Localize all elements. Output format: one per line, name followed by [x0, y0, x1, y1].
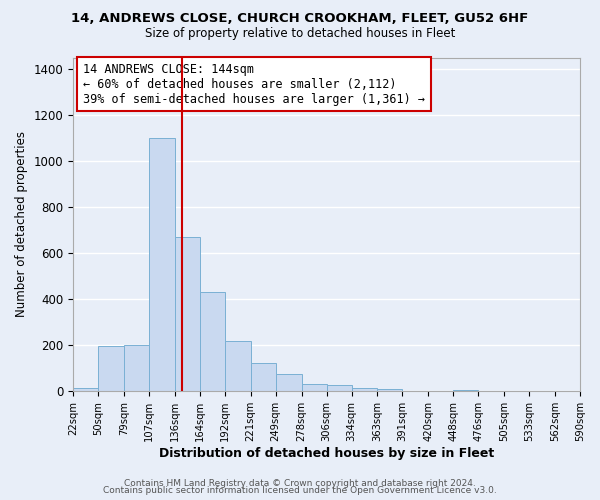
Bar — [377, 389, 403, 392]
Bar — [124, 346, 149, 392]
Bar — [352, 388, 377, 392]
Text: Contains public sector information licensed under the Open Government Licence v3: Contains public sector information licen… — [103, 486, 497, 495]
Y-axis label: Number of detached properties: Number of detached properties — [15, 132, 28, 318]
Bar — [326, 385, 352, 392]
Bar — [302, 384, 326, 392]
Bar — [149, 138, 175, 392]
Bar — [175, 237, 200, 392]
Bar — [200, 292, 225, 392]
Bar — [251, 362, 275, 392]
Text: Contains HM Land Registry data © Crown copyright and database right 2024.: Contains HM Land Registry data © Crown c… — [124, 478, 476, 488]
Bar — [275, 374, 302, 392]
Text: Size of property relative to detached houses in Fleet: Size of property relative to detached ho… — [145, 28, 455, 40]
Bar — [98, 346, 124, 392]
X-axis label: Distribution of detached houses by size in Fleet: Distribution of detached houses by size … — [159, 447, 494, 460]
Bar — [453, 390, 478, 392]
Bar — [73, 388, 98, 392]
Text: 14 ANDREWS CLOSE: 144sqm
← 60% of detached houses are smaller (2,112)
39% of sem: 14 ANDREWS CLOSE: 144sqm ← 60% of detach… — [83, 62, 425, 106]
Bar — [225, 340, 251, 392]
Text: 14, ANDREWS CLOSE, CHURCH CROOKHAM, FLEET, GU52 6HF: 14, ANDREWS CLOSE, CHURCH CROOKHAM, FLEE… — [71, 12, 529, 26]
